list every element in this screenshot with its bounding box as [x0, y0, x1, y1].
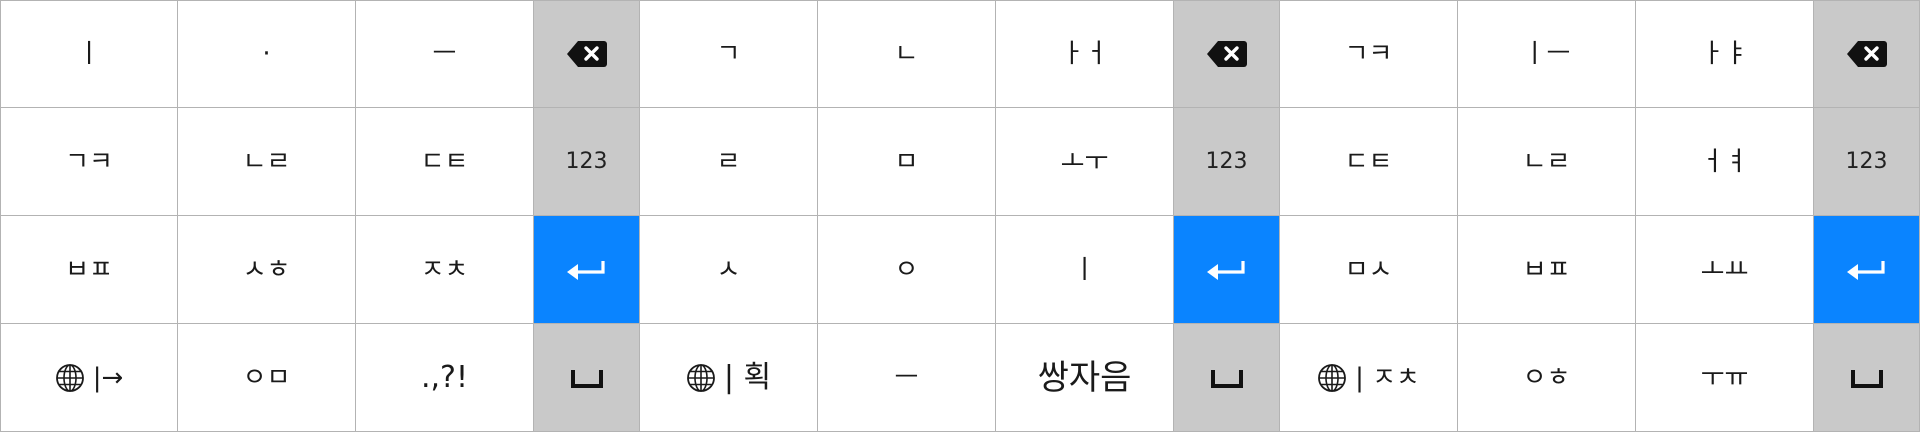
numbers-key[interactable]: 123: [1174, 108, 1280, 216]
key-a-ya[interactable]: ㅏㅑ: [1636, 0, 1814, 108]
backspace-icon: [1846, 41, 1887, 67]
key-vowel-eu[interactable]: ㅡ: [356, 0, 534, 108]
key-nieun[interactable]: ㄴ: [818, 0, 996, 108]
space-bar-icon: [1850, 369, 1883, 388]
key-i-eu[interactable]: ㅣㅡ: [1458, 0, 1636, 108]
backspace-key[interactable]: [1814, 0, 1920, 108]
backspace-key[interactable]: [534, 0, 640, 108]
key-globe-jieut-chieut[interactable]: | ㅈㅊ: [1280, 324, 1458, 432]
key-rieul[interactable]: ㄹ: [640, 108, 818, 216]
globe-icon: [686, 363, 715, 392]
key-u-yu[interactable]: ㅜㅠ: [1636, 324, 1814, 432]
space-bar-icon: [1210, 369, 1243, 388]
globe-icon: [1318, 363, 1346, 392]
keyboard-layout-3: ㄱㅋ ㅣㅡ ㅏㅑ ㄷㅌ ㄴㄹ ㅓㅕ 123 ㅁㅅ ㅂㅍ ㅗㅛ: [1280, 0, 1920, 432]
space-key[interactable]: [1174, 324, 1280, 432]
key-digeut-tieut[interactable]: ㄷㅌ: [1280, 108, 1458, 216]
numbers-key[interactable]: 123: [1814, 108, 1920, 216]
key-bieup-pieup[interactable]: ㅂㅍ: [1458, 216, 1636, 324]
key-jieut-chieut[interactable]: ㅈㅊ: [356, 216, 534, 324]
key-siot[interactable]: ㅅ: [640, 216, 818, 324]
globe-icon: [55, 363, 84, 392]
key-o-yo[interactable]: ㅗㅛ: [1636, 216, 1814, 324]
return-icon: [1206, 260, 1245, 280]
key-giyeok-kieuk[interactable]: ㄱㅋ: [1280, 0, 1458, 108]
key-double-consonant[interactable]: 쌍자음: [996, 324, 1174, 432]
backspace-icon: [566, 41, 607, 67]
key-digeut-tieut[interactable]: ㄷㅌ: [356, 108, 534, 216]
enter-key[interactable]: [1814, 216, 1920, 324]
key-ieung-hieut[interactable]: ㅇㅎ: [1458, 324, 1636, 432]
backspace-key[interactable]: [1174, 0, 1280, 108]
key-bieup-pieup[interactable]: ㅂㅍ: [0, 216, 178, 324]
numbers-key[interactable]: 123: [534, 108, 640, 216]
return-icon: [566, 260, 605, 280]
key-dot[interactable]: ·: [178, 0, 356, 108]
key-label: |→: [92, 362, 124, 393]
key-nieun-rieul[interactable]: ㄴㄹ: [1458, 108, 1636, 216]
key-vowel-eu[interactable]: ㅡ: [818, 324, 996, 432]
key-mieum-siot[interactable]: ㅁㅅ: [1280, 216, 1458, 324]
key-mieum[interactable]: ㅁ: [818, 108, 996, 216]
key-vowel-i[interactable]: ㅣ: [996, 216, 1174, 324]
key-giyeok-kieuk[interactable]: ㄱㅋ: [0, 108, 178, 216]
key-punctuation[interactable]: .,?!: [356, 324, 534, 432]
key-globe-stroke[interactable]: | 획: [640, 324, 818, 432]
key-globe-cursor[interactable]: |→: [0, 324, 178, 432]
keyboard-layout-2: ㄱ ㄴ ㅏㅓ ㄹ ㅁ ㅗㅜ 123 ㅅ ㅇ ㅣ: [640, 0, 1280, 432]
key-label: | ㅈㅊ: [1355, 362, 1420, 393]
space-key[interactable]: [534, 324, 640, 432]
key-vowel-i[interactable]: ㅣ: [0, 0, 178, 108]
backspace-icon: [1206, 41, 1247, 67]
space-bar-icon: [570, 369, 603, 388]
key-label: | 획: [723, 359, 772, 395]
enter-key[interactable]: [534, 216, 640, 324]
return-icon: [1846, 260, 1885, 280]
keyboard-layout-1: ㅣ · ㅡ ㄱㅋ ㄴㄹ ㄷㅌ 123 ㅂㅍ ㅅㅎ ㅈㅊ: [0, 0, 640, 432]
key-ieung-mieum[interactable]: ㅇㅁ: [178, 324, 356, 432]
space-key[interactable]: [1814, 324, 1920, 432]
key-a-eo[interactable]: ㅏㅓ: [996, 0, 1174, 108]
key-ieung[interactable]: ㅇ: [818, 216, 996, 324]
key-o-u[interactable]: ㅗㅜ: [996, 108, 1174, 216]
enter-key[interactable]: [1174, 216, 1280, 324]
key-siot-hieut[interactable]: ㅅㅎ: [178, 216, 356, 324]
key-nieun-rieul[interactable]: ㄴㄹ: [178, 108, 356, 216]
key-eo-yeo[interactable]: ㅓㅕ: [1636, 108, 1814, 216]
key-giyeok[interactable]: ㄱ: [640, 0, 818, 108]
